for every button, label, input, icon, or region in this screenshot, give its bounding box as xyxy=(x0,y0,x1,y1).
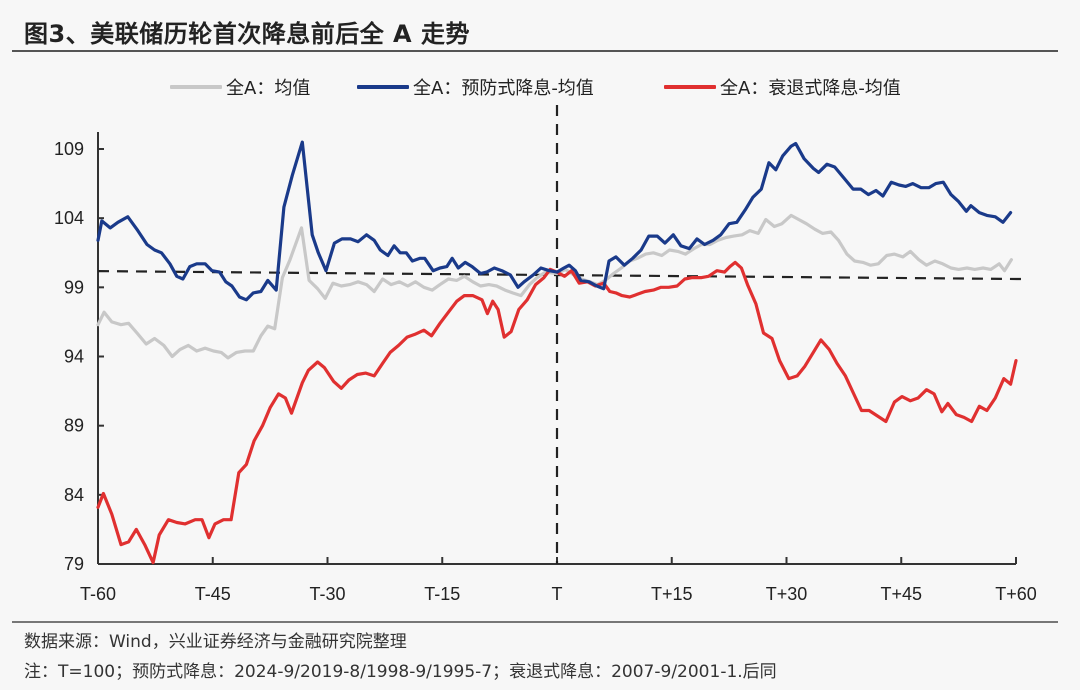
chart-title: 图3、美联储历轮首次降息前后全 A 走势 xyxy=(24,20,470,48)
x-tick-label: T-15 xyxy=(424,584,460,604)
y-tick-label: 109 xyxy=(54,139,84,159)
x-tick-label: T xyxy=(552,584,563,604)
series-lines xyxy=(96,140,1018,565)
legend-item-all-a-mean: 全A：均值 xyxy=(170,74,310,100)
x-tick-label: T+45 xyxy=(880,584,922,604)
x-tick-label: T+60 xyxy=(995,584,1037,604)
series-line-2 xyxy=(96,260,1018,565)
legend-label: 全A：均值 xyxy=(226,78,311,99)
legend-swatch-red xyxy=(664,85,716,89)
title-divider xyxy=(12,50,1058,52)
footer-divider xyxy=(12,621,1058,623)
legend: 全A：均值 全A：预防式降息-均值 全A：衰退式降息-均值 xyxy=(0,74,1080,100)
series-line-0 xyxy=(96,140,1013,302)
legend-item-preventive: 全A：预防式降息-均值 xyxy=(357,74,594,100)
x-tick-label: T-60 xyxy=(80,584,116,604)
y-tick-label: 79 xyxy=(64,554,84,574)
legend-label: 全A：预防式降息-均值 xyxy=(413,78,594,99)
tick-labels: 79 84 89 94 99 104 109 T-60 T-45 T-30 T-15 T T+15 T+3… xyxy=(54,139,1037,604)
x-tick-label: T+30 xyxy=(766,584,808,604)
y-tick-label: 84 xyxy=(64,485,84,505)
source-text: 数据来源：Wind，兴业证券经济与金融研究院整理 xyxy=(24,632,407,652)
legend-swatch-blue xyxy=(357,85,409,89)
legend-label: 全A：衰退式降息-均值 xyxy=(720,78,901,99)
legend-swatch-gray xyxy=(170,85,222,89)
y-tick-label: 99 xyxy=(64,277,84,297)
series-line-1 xyxy=(96,213,1014,360)
y-tick-label: 104 xyxy=(54,208,84,228)
legend-item-recession: 全A：衰退式降息-均值 xyxy=(664,74,901,100)
note-text: 注：T=100；预防式降息：2024-9/2019-8/1998-9/1995-… xyxy=(24,662,777,682)
y-tick-label: 89 xyxy=(64,416,84,436)
y-tick-label: 94 xyxy=(64,347,84,367)
x-tick-label: T+15 xyxy=(651,584,693,604)
x-tick-label: T-45 xyxy=(195,584,231,604)
x-tick-label: T-30 xyxy=(309,584,345,604)
